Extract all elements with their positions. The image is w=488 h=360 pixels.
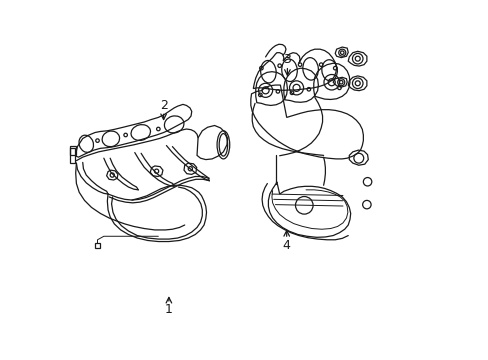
Text: 4: 4 — [282, 239, 290, 252]
Text: 1: 1 — [164, 303, 172, 316]
Text: 3: 3 — [283, 53, 291, 66]
Text: 2: 2 — [160, 99, 167, 112]
